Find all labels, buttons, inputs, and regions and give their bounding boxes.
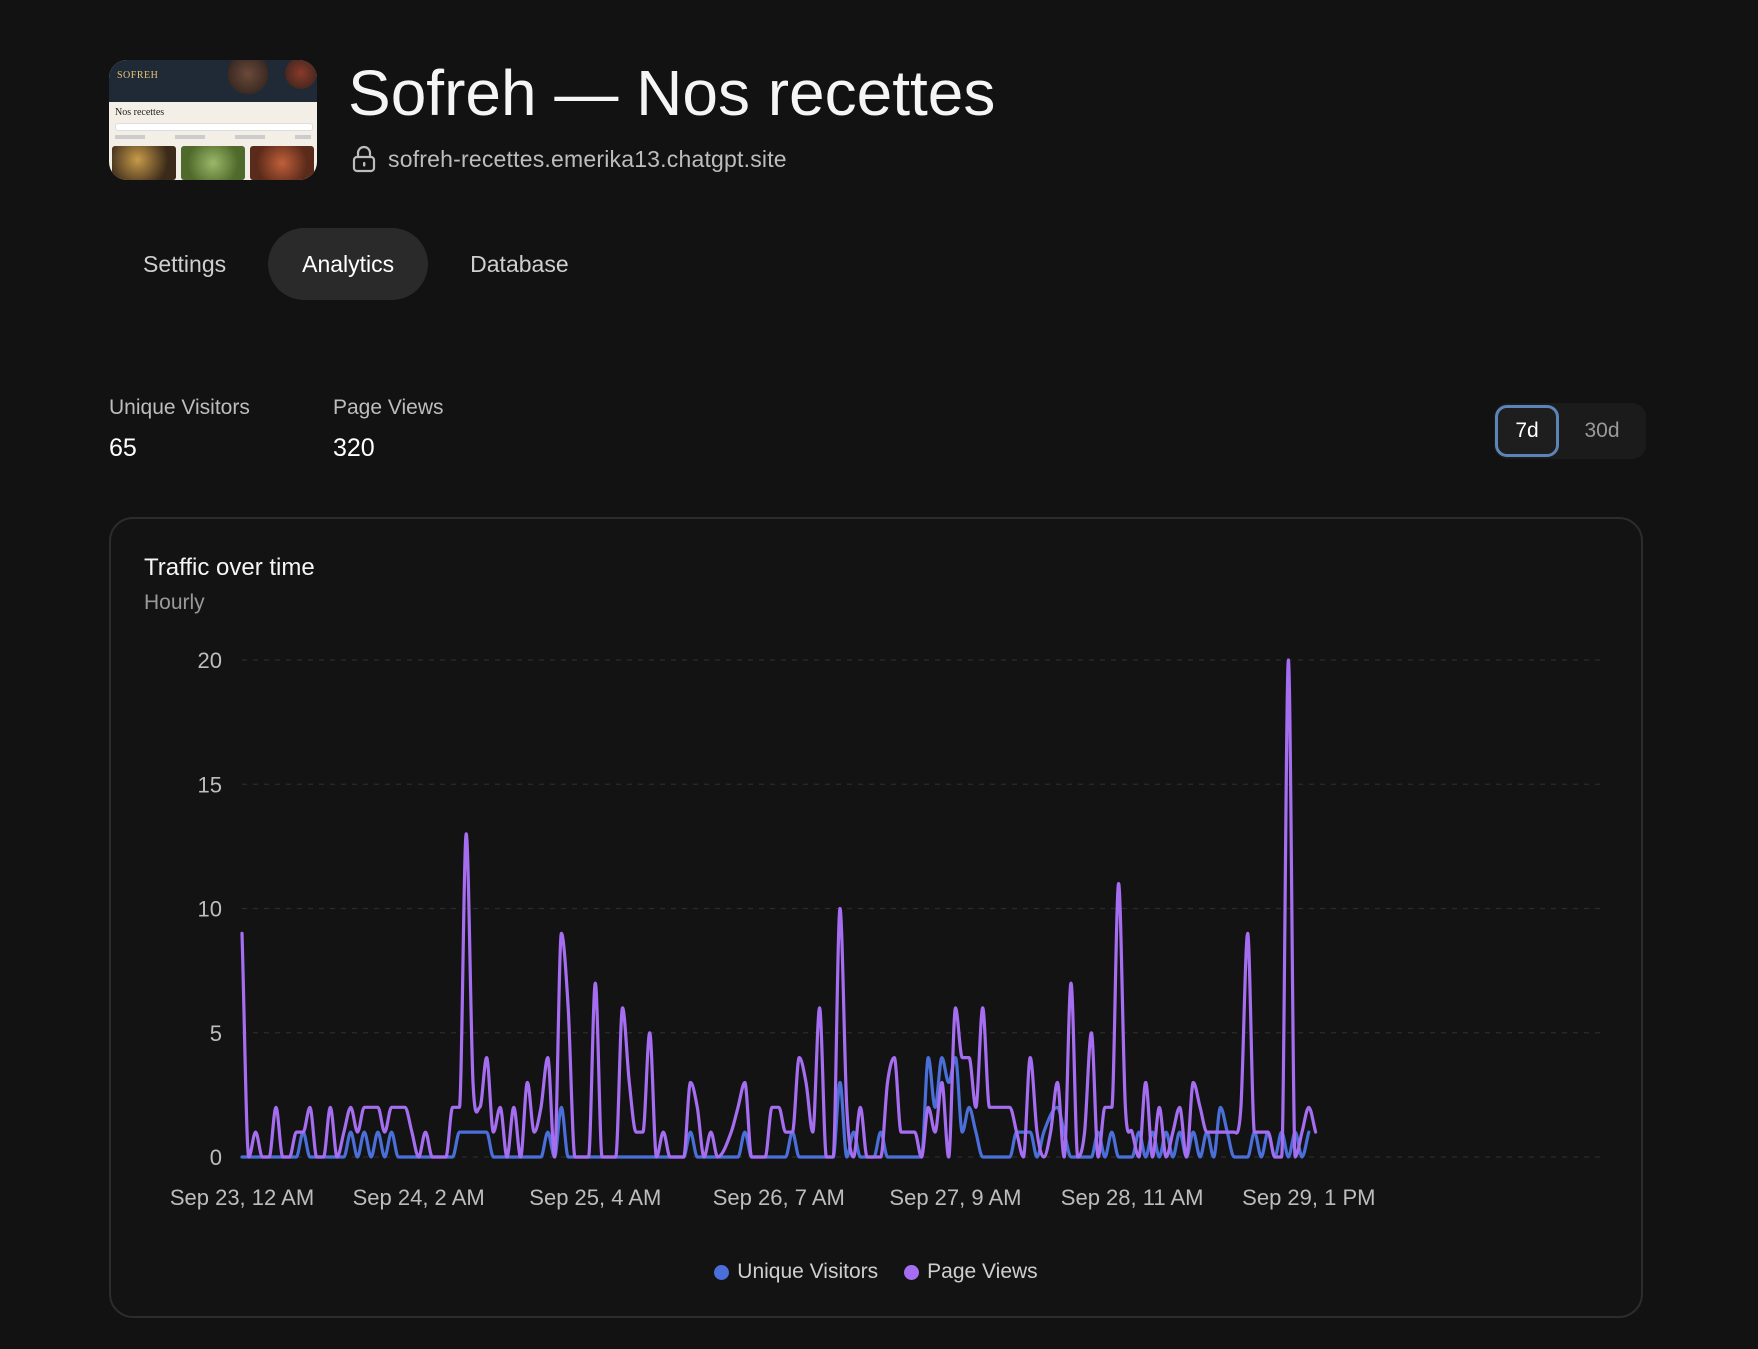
range-7d-button[interactable]: 7d [1495,405,1559,457]
thumbnail-filter-row [115,135,311,139]
traffic-chart: 0 5 10 15 20 Sep 23, 12 AM Sep 24, 2 AM Sep 25,… [170,648,1601,1210]
y-tick-label: 10 [198,897,222,922]
chart-subtitle: Hourly [144,591,205,614]
legend-swatch [714,1264,730,1280]
site-title: Sofreh — Nos recettes [348,57,996,129]
page-views-value: 320 [333,434,375,462]
legend-swatch [904,1264,920,1280]
unique-visitors-line [240,1056,1311,1159]
legend-label: Page Views [927,1260,1038,1283]
unique-visitors-value: 65 [109,434,137,462]
thumbnail-dish-image [221,60,275,94]
tab-settings[interactable]: Settings [143,250,227,277]
tab-database[interactable]: Database [470,250,569,277]
range-30d-button[interactable]: 30d [1584,419,1620,442]
x-tick-label: Sep 23, 12 AM [170,1185,314,1210]
tab-bar: Settings Analytics Database [109,228,611,300]
unique-visitors-label: Unique Visitors [109,396,250,419]
site-url[interactable]: sofreh-recettes.emerika13.chatgpt.site [388,145,787,172]
page-views-label: Page Views [333,396,444,419]
site-thumbnail: SOFREH Nos recettes [109,60,317,180]
thumbnail-dish-image [281,60,317,90]
tab-analytics[interactable]: Analytics [268,228,429,300]
x-tick-label: Sep 25, 4 AM [529,1185,661,1210]
x-tick-label: Sep 28, 11 AM [1061,1185,1204,1210]
chart-title: Traffic over time [144,554,315,581]
x-tick-label: Sep 26, 7 AM [713,1185,845,1210]
site-url-row: sofreh-recettes.emerika13.chatgpt.site [352,145,787,173]
thumbnail-recipe-image [112,146,176,180]
thumbnail-brand: SOFREH [117,70,159,81]
traffic-chart-card: Traffic over time Hourly 0 5 10 15 20 Sep 23,… [109,517,1643,1318]
thumbnail-search-bar [115,123,313,131]
y-tick-label: 0 [210,1145,222,1170]
legend-item-unique-visitors[interactable]: Unique Visitors [714,1260,878,1284]
thumbnail-heading: Nos recettes [115,107,165,118]
y-tick-label: 5 [210,1021,222,1046]
unique-visitors-stat: Unique Visitors 65 [109,396,250,463]
page-views-line [240,658,1318,1159]
x-tick-label: Sep 24, 2 AM [353,1185,485,1210]
thumbnail-recipe-image [181,146,245,180]
legend-item-page-views[interactable]: Page Views [904,1260,1038,1284]
chart-legend: Unique Visitors Page Views [111,1260,1641,1284]
page-views-stat: Page Views 320 [333,396,444,463]
y-tick-label: 20 [198,648,222,673]
thumbnail-recipe-image [250,146,314,180]
lock-icon [352,145,376,173]
range-toggle: 7d 30d [1494,403,1646,459]
legend-label: Unique Visitors [737,1260,879,1283]
x-tick-label: Sep 27, 9 AM [889,1185,1021,1210]
x-tick-label: Sep 29, 1 PM [1242,1185,1375,1210]
y-tick-label: 15 [198,772,222,797]
